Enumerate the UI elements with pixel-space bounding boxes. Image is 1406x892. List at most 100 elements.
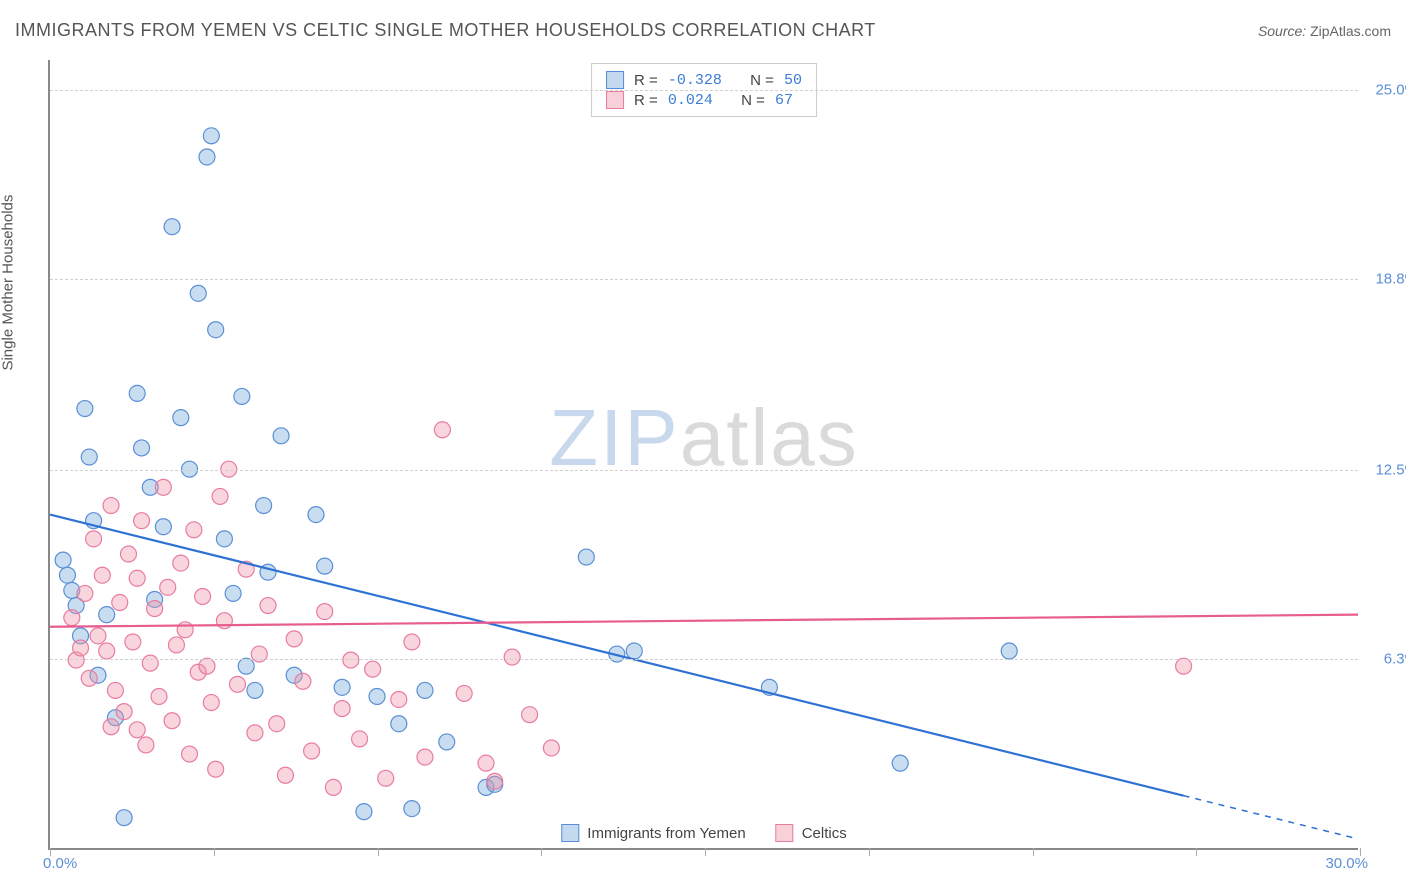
- data-point: [365, 661, 381, 677]
- swatch-pink-icon: [606, 91, 624, 109]
- data-point: [81, 670, 97, 686]
- y-tick-label: 6.3%: [1363, 650, 1406, 667]
- data-point: [155, 479, 171, 495]
- data-point: [199, 658, 215, 674]
- data-point: [129, 570, 145, 586]
- data-point: [225, 585, 241, 601]
- plot-area: ZIPatlas R = -0.328 N = 50 R = 0.024 N =…: [48, 60, 1358, 850]
- legend-stats-row-0: R = -0.328 N = 50: [606, 71, 802, 89]
- data-point: [77, 401, 93, 417]
- data-point: [190, 285, 206, 301]
- data-point: [208, 761, 224, 777]
- data-point: [160, 579, 176, 595]
- data-point: [155, 519, 171, 535]
- x-tick: [378, 848, 379, 856]
- data-point: [256, 498, 272, 514]
- trend-line-dashed: [1184, 796, 1358, 839]
- data-point: [260, 598, 276, 614]
- y-axis-title: Single Mother Households: [0, 195, 17, 371]
- data-point: [304, 743, 320, 759]
- data-point: [208, 322, 224, 338]
- y-tick-label: 12.5%: [1363, 462, 1406, 479]
- data-point: [238, 658, 254, 674]
- data-point: [352, 731, 368, 747]
- data-point: [138, 737, 154, 753]
- data-point: [112, 595, 128, 611]
- data-point: [203, 695, 219, 711]
- y-tick-label: 25.0%: [1363, 82, 1406, 99]
- plot-svg: [50, 60, 1358, 848]
- data-point: [269, 716, 285, 732]
- data-point: [334, 701, 350, 717]
- n-label: N =: [741, 92, 765, 109]
- data-point: [478, 755, 494, 771]
- data-point: [434, 422, 450, 438]
- data-point: [317, 604, 333, 620]
- data-point: [99, 607, 115, 623]
- grid-line: [50, 90, 1358, 91]
- r-value-0: -0.328: [668, 72, 722, 89]
- n-label: N =: [750, 72, 774, 89]
- data-point: [182, 746, 198, 762]
- data-point: [325, 779, 341, 795]
- data-point: [578, 549, 594, 565]
- grid-line: [50, 470, 1358, 471]
- data-point: [378, 770, 394, 786]
- x-tick: [705, 848, 706, 856]
- source-label: Source:: [1258, 23, 1306, 39]
- data-point: [439, 734, 455, 750]
- data-point: [356, 804, 372, 820]
- data-point: [892, 755, 908, 771]
- n-value-1: 67: [775, 92, 793, 109]
- data-point: [212, 488, 228, 504]
- trend-line: [50, 615, 1358, 627]
- data-point: [229, 676, 245, 692]
- data-point: [90, 628, 106, 644]
- data-point: [177, 622, 193, 638]
- data-point: [391, 716, 407, 732]
- x-tick: [541, 848, 542, 856]
- x-tick: [1196, 848, 1197, 856]
- data-point: [334, 679, 350, 695]
- data-point: [247, 682, 263, 698]
- data-point: [487, 773, 503, 789]
- swatch-pink-icon: [776, 824, 794, 842]
- data-point: [94, 567, 110, 583]
- data-point: [129, 385, 145, 401]
- data-point: [81, 449, 97, 465]
- data-point: [216, 531, 232, 547]
- data-point: [391, 692, 407, 708]
- data-point: [103, 719, 119, 735]
- data-point: [103, 498, 119, 514]
- data-point: [120, 546, 136, 562]
- data-point: [273, 428, 289, 444]
- data-point: [417, 749, 433, 765]
- chart-title: IMMIGRANTS FROM YEMEN VS CELTIC SINGLE M…: [15, 20, 876, 41]
- data-point: [147, 601, 163, 617]
- grid-line: [50, 279, 1358, 280]
- data-point: [247, 725, 263, 741]
- data-point: [199, 149, 215, 165]
- data-point: [626, 643, 642, 659]
- x-tick: [869, 848, 870, 856]
- data-point: [164, 219, 180, 235]
- legend-item-1: Celtics: [776, 824, 847, 842]
- data-point: [1176, 658, 1192, 674]
- data-point: [173, 555, 189, 571]
- data-point: [234, 388, 250, 404]
- data-point: [195, 588, 211, 604]
- data-point: [295, 673, 311, 689]
- data-point: [203, 128, 219, 144]
- data-point: [522, 707, 538, 723]
- data-point: [404, 801, 420, 817]
- data-point: [369, 688, 385, 704]
- title-bar: IMMIGRANTS FROM YEMEN VS CELTIC SINGLE M…: [15, 20, 1391, 41]
- data-point: [168, 637, 184, 653]
- data-point: [59, 567, 75, 583]
- y-tick-label: 18.8%: [1363, 270, 1406, 287]
- data-point: [543, 740, 559, 756]
- swatch-blue-icon: [561, 824, 579, 842]
- data-point: [404, 634, 420, 650]
- data-point: [173, 410, 189, 426]
- data-point: [182, 461, 198, 477]
